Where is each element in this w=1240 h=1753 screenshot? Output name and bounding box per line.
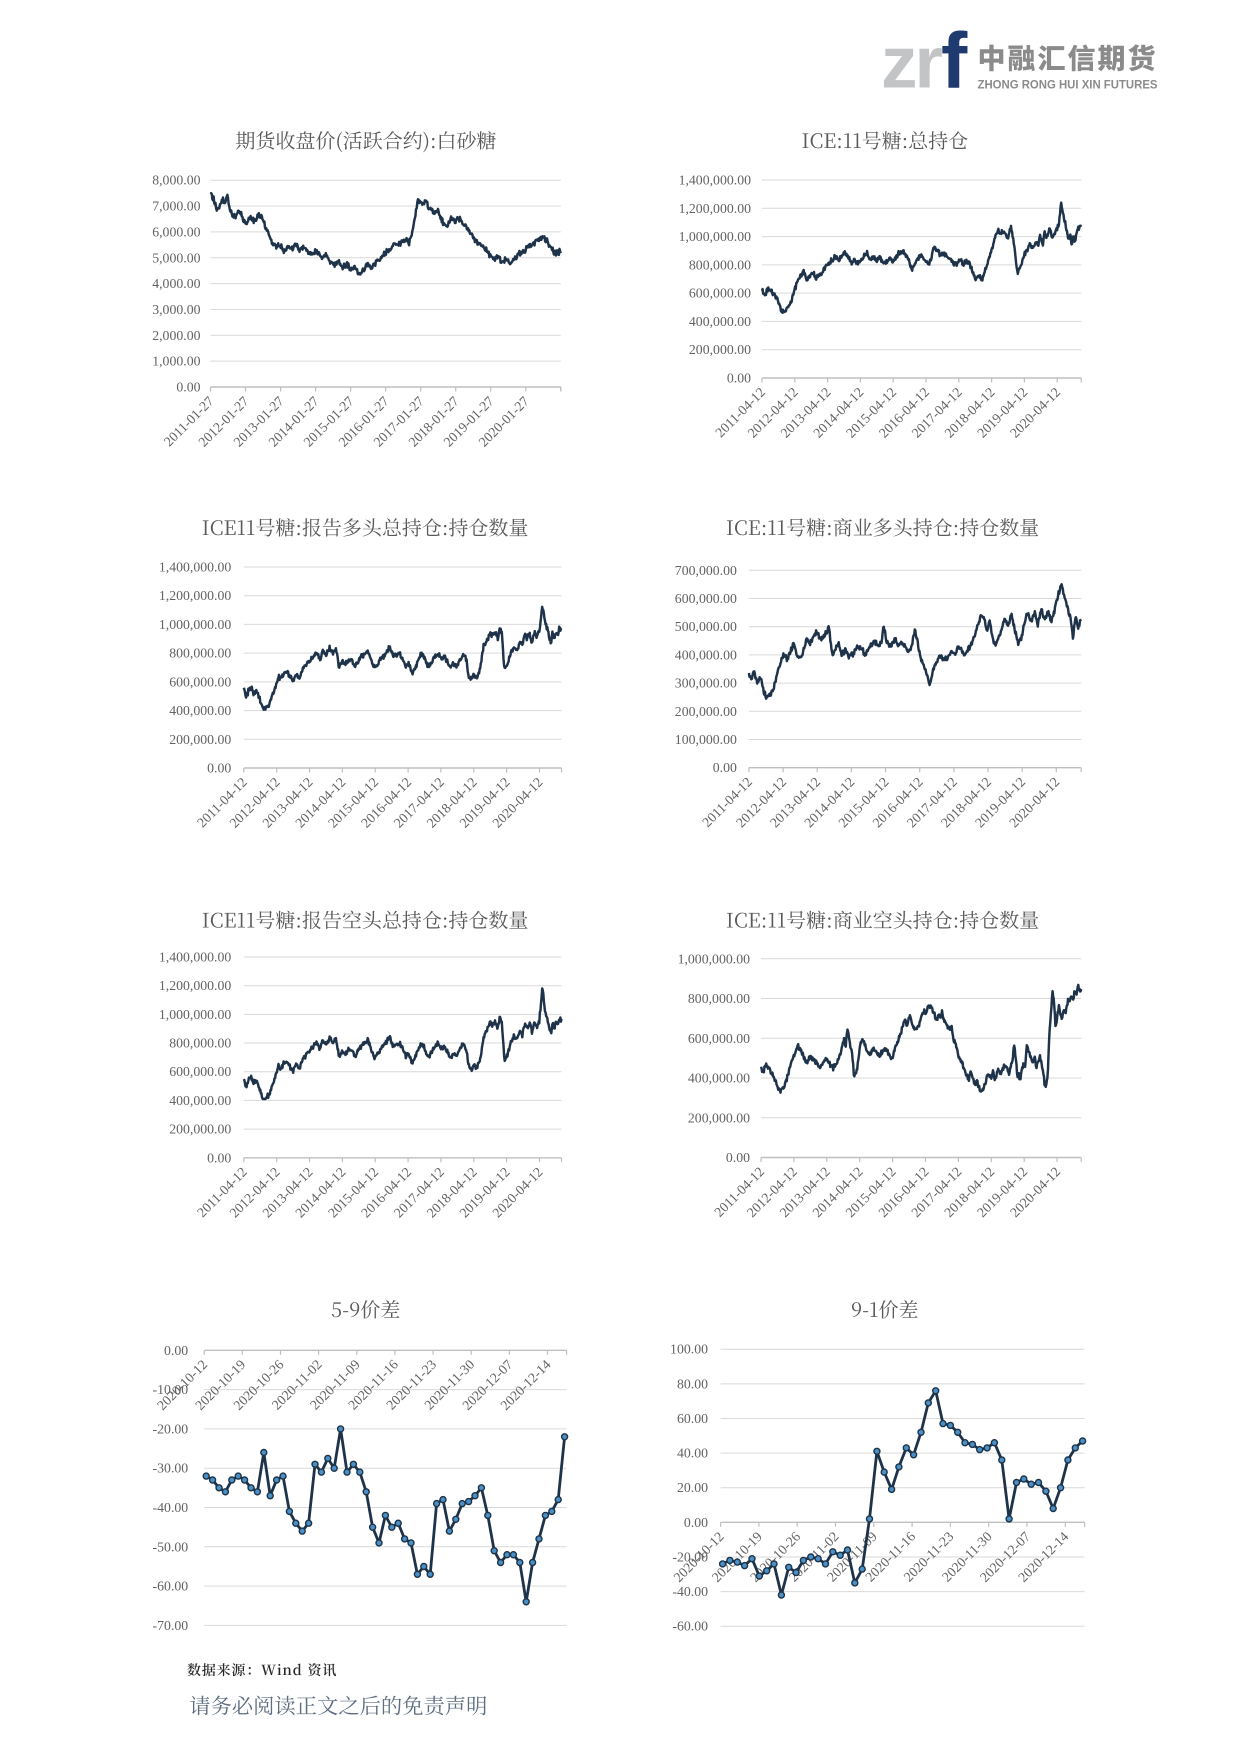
svg-text:0.00: 0.00 (726, 1150, 750, 1165)
svg-text:20.00: 20.00 (677, 1480, 708, 1495)
svg-text:600,000.00: 600,000.00 (689, 286, 751, 301)
svg-text:0.00: 0.00 (164, 1343, 188, 1358)
svg-text:400,000.00: 400,000.00 (169, 703, 231, 718)
svg-text:600,000.00: 600,000.00 (688, 1031, 750, 1046)
svg-text:6,000.00: 6,000.00 (152, 224, 200, 239)
svg-text:0.00: 0.00 (207, 1150, 231, 1165)
svg-text:40.00: 40.00 (677, 1446, 708, 1461)
svg-text:400,000.00: 400,000.00 (169, 1093, 231, 1108)
svg-text:0.00: 0.00 (727, 371, 751, 386)
svg-text:-20.00: -20.00 (672, 1549, 708, 1564)
svg-text:80.00: 80.00 (677, 1376, 708, 1391)
svg-text:1,400,000.00: 1,400,000.00 (159, 950, 232, 965)
svg-text:700,000.00: 700,000.00 (675, 563, 737, 578)
svg-text:0.00: 0.00 (207, 761, 231, 776)
svg-text:-60.00: -60.00 (153, 1579, 189, 1594)
svg-text:1,000.00: 1,000.00 (152, 354, 200, 369)
svg-text:-60.00: -60.00 (672, 1619, 708, 1634)
svg-text:100.00: 100.00 (670, 1342, 708, 1357)
svg-text:600,000.00: 600,000.00 (169, 1064, 231, 1079)
svg-text:zr: zr (881, 23, 943, 104)
svg-text:-50.00: -50.00 (153, 1539, 189, 1554)
svg-text:400,000.00: 400,000.00 (688, 1071, 750, 1086)
svg-text:-40.00: -40.00 (672, 1584, 708, 1599)
svg-text:1,000,000.00: 1,000,000.00 (159, 1007, 232, 1022)
svg-text:400,000.00: 400,000.00 (689, 314, 751, 329)
svg-text:-20.00: -20.00 (153, 1421, 189, 1436)
svg-text:f: f (941, 16, 968, 105)
svg-text:600,000.00: 600,000.00 (169, 674, 231, 689)
svg-text:60.00: 60.00 (677, 1411, 708, 1426)
svg-text:1,000,000.00: 1,000,000.00 (159, 617, 232, 632)
svg-text:800,000.00: 800,000.00 (688, 991, 750, 1006)
svg-text:-30.00: -30.00 (153, 1461, 189, 1476)
svg-text:3,000.00: 3,000.00 (152, 302, 200, 317)
svg-text:1,000,000.00: 1,000,000.00 (679, 229, 752, 244)
svg-text:200,000.00: 200,000.00 (675, 704, 737, 719)
svg-text:400,000.00: 400,000.00 (675, 647, 737, 662)
svg-text:200,000.00: 200,000.00 (689, 342, 751, 357)
svg-text:1,400,000.00: 1,400,000.00 (679, 173, 752, 188)
svg-text:0.00: 0.00 (684, 1515, 708, 1530)
svg-text:ZHONG RONG HUI XIN FUTURES: ZHONG RONG HUI XIN FUTURES (978, 78, 1158, 92)
svg-text:5,000.00: 5,000.00 (152, 250, 200, 265)
svg-text:8,000.00: 8,000.00 (152, 173, 200, 188)
svg-text:800,000.00: 800,000.00 (169, 646, 231, 661)
svg-text:200,000.00: 200,000.00 (169, 732, 231, 747)
svg-text:4,000.00: 4,000.00 (152, 276, 200, 291)
svg-text:7,000.00: 7,000.00 (152, 199, 200, 214)
svg-text:1,200,000.00: 1,200,000.00 (159, 978, 232, 993)
svg-text:800,000.00: 800,000.00 (689, 257, 751, 272)
svg-text:1,000,000.00: 1,000,000.00 (678, 951, 751, 966)
svg-text:1,400,000.00: 1,400,000.00 (159, 560, 232, 575)
svg-text:1,200,000.00: 1,200,000.00 (159, 588, 232, 603)
svg-text:0.00: 0.00 (176, 380, 200, 395)
svg-text:200,000.00: 200,000.00 (169, 1122, 231, 1137)
svg-text:500,000.00: 500,000.00 (675, 619, 737, 634)
svg-text:300,000.00: 300,000.00 (675, 676, 737, 691)
svg-text:-10.00: -10.00 (153, 1382, 189, 1397)
svg-text:2,000.00: 2,000.00 (152, 328, 200, 343)
svg-text:200,000.00: 200,000.00 (688, 1110, 750, 1125)
svg-text:0.00: 0.00 (713, 760, 737, 775)
svg-text:-40.00: -40.00 (153, 1500, 189, 1515)
svg-text:600,000.00: 600,000.00 (675, 591, 737, 606)
svg-text:800,000.00: 800,000.00 (169, 1036, 231, 1051)
svg-text:-70.00: -70.00 (153, 1618, 189, 1633)
svg-text:1,200,000.00: 1,200,000.00 (679, 201, 752, 216)
svg-text:100,000.00: 100,000.00 (675, 732, 737, 747)
